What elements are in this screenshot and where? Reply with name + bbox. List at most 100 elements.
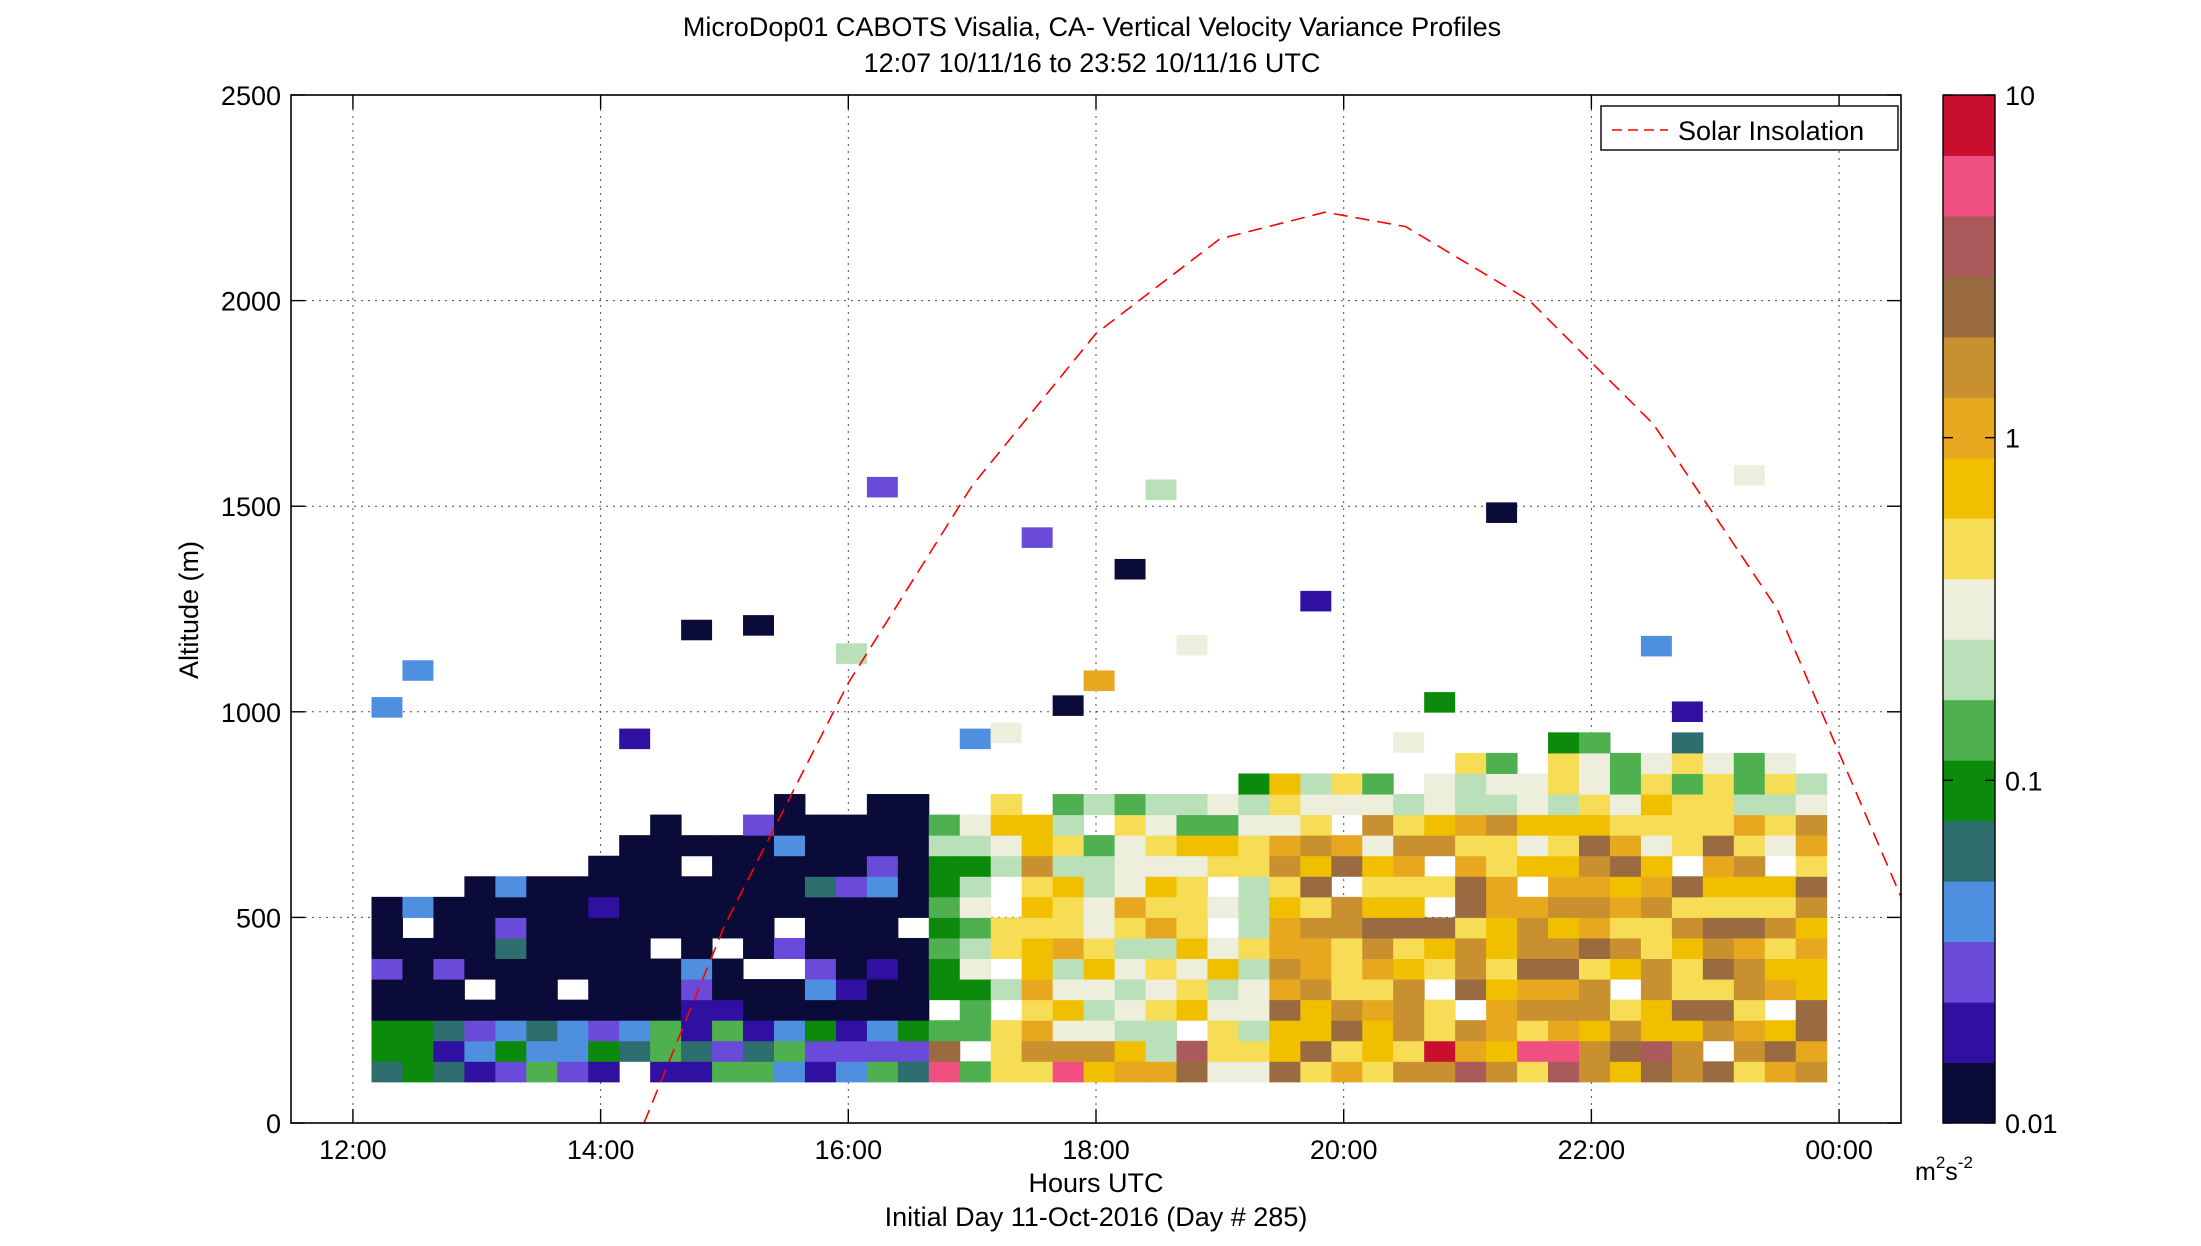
heatmap-cell (1393, 814, 1425, 836)
heatmap-cell (1362, 794, 1394, 816)
heatmap-cell (1764, 773, 1797, 795)
heatmap-cell (1238, 794, 1270, 816)
heatmap-cell (650, 814, 682, 836)
heatmap-cell (1702, 773, 1735, 795)
heatmap-cell (1640, 896, 1673, 918)
heatmap-cell (1052, 794, 1085, 816)
heatmap-cell (1579, 752, 1611, 774)
heatmap-cell (433, 999, 465, 1021)
y-tick-label: 1500 (221, 492, 281, 522)
heatmap-cell (990, 937, 1023, 960)
y-tick-label: 1000 (221, 698, 281, 728)
heatmap-cell (402, 979, 434, 1001)
heatmap-cell (959, 1020, 992, 1042)
heatmap-cell (990, 794, 1023, 816)
heatmap-cell (866, 835, 899, 857)
heatmap-cell (588, 958, 620, 980)
heatmap-cell (1114, 1040, 1147, 1062)
heatmap-cell (1052, 855, 1085, 877)
heatmap-cell (1733, 958, 1766, 980)
heatmap-cell (1795, 773, 1828, 795)
heatmap-cell (1083, 979, 1116, 1001)
heatmap-cell (928, 958, 961, 980)
colorbar-tick-label: 1 (2005, 424, 2020, 454)
heatmap-cell (1331, 937, 1363, 960)
heatmap-cell (774, 814, 806, 836)
heatmap-cell (1517, 958, 1549, 980)
heatmap-cell (1424, 814, 1456, 836)
heatmap-cell (1671, 835, 1704, 857)
heatmap-cell (526, 979, 558, 1001)
heatmap-cell (1238, 1020, 1270, 1042)
heatmap-cell (1114, 958, 1147, 980)
heatmap-cell (1455, 937, 1487, 960)
heatmap-cell (1609, 999, 1642, 1021)
heatmap-cell (1609, 917, 1642, 939)
heatmap-cell (1176, 999, 1208, 1021)
heatmap-cell (1176, 835, 1208, 857)
heatmap-cell (1114, 814, 1147, 836)
heatmap-cell (1052, 979, 1085, 1001)
heatmap-cell (1548, 958, 1580, 980)
heatmap-cell (650, 999, 682, 1021)
heatmap-cell (1176, 876, 1208, 898)
heatmap-cell (866, 876, 899, 898)
heatmap-cell (681, 1040, 713, 1062)
heatmap-cell (650, 1040, 682, 1062)
heatmap-cell (433, 958, 465, 980)
heatmap-cell (897, 896, 930, 918)
heatmap-cell (1331, 958, 1363, 980)
heatmap-cell (619, 1020, 651, 1042)
heatmap-cell (1795, 937, 1828, 960)
heatmap-cell (1640, 876, 1673, 898)
heatmap-cell (495, 917, 527, 939)
heatmap-cell (1733, 1020, 1766, 1042)
heatmap-cell (1238, 855, 1270, 877)
heatmap-cell (1145, 1061, 1177, 1083)
heatmap-cell (928, 917, 961, 939)
heatmap-cell (371, 896, 403, 918)
heatmap-cell (804, 814, 837, 836)
heatmap-cell (588, 1061, 620, 1083)
heatmap-cell (712, 1020, 744, 1042)
heatmap-cell (1269, 876, 1301, 898)
heatmap-cell (1052, 1020, 1085, 1042)
heatmap-cell (371, 697, 403, 718)
heatmap-cell (990, 835, 1023, 857)
heatmap-cell (1083, 937, 1116, 960)
heatmap-cell (1702, 999, 1735, 1021)
heatmap-cell (1486, 1040, 1518, 1062)
heatmap-cell (804, 1040, 837, 1062)
heatmap-cell (1021, 876, 1054, 898)
heatmap-cell (835, 937, 868, 960)
heatmap-cell (1455, 773, 1487, 795)
heatmap-cell (804, 917, 837, 939)
heatmap-cell (557, 1061, 589, 1083)
heatmap-cell (1640, 752, 1673, 774)
heatmap-cell (897, 1061, 930, 1083)
heatmap-cell (1579, 876, 1611, 898)
heatmap-cell (1114, 896, 1147, 918)
heatmap-cell (1640, 835, 1673, 857)
heatmap-cell (681, 896, 713, 918)
heatmap-cell (1207, 958, 1239, 980)
heatmap-cell (464, 876, 496, 898)
y-tick-label: 2000 (221, 287, 281, 317)
heatmap-cell (526, 917, 558, 939)
heatmap-cell (835, 643, 867, 664)
heatmap-cell (1176, 937, 1208, 960)
heatmap-cell (464, 896, 496, 918)
heatmap-cell (928, 855, 961, 877)
heatmap-cell (650, 958, 682, 980)
heatmap-cell (1548, 1020, 1580, 1042)
heatmap-cell (1207, 794, 1239, 816)
heatmap-cell (1207, 814, 1239, 836)
heatmap-cell (1331, 773, 1363, 795)
heatmap-cell (495, 1020, 527, 1042)
heatmap-cell (1114, 835, 1147, 857)
heatmap-cell (1145, 876, 1177, 898)
heatmap-cell (1021, 1040, 1054, 1062)
heatmap-cell (743, 855, 775, 877)
heatmap-cell (1671, 732, 1704, 754)
